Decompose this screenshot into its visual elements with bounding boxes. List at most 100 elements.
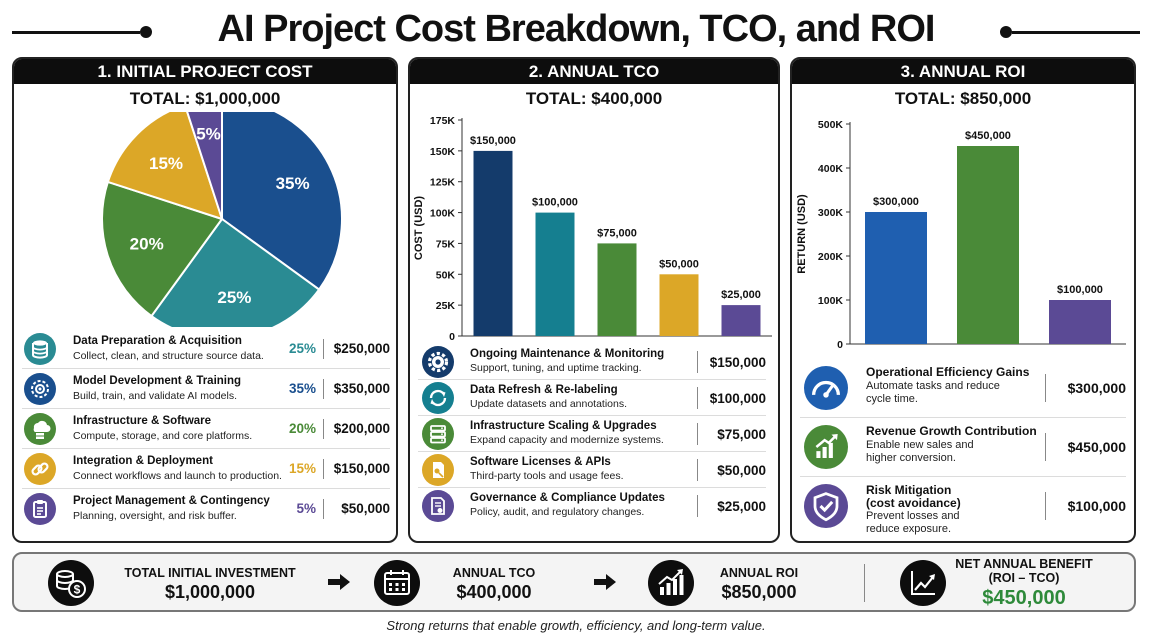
panel-header: 1. INITIAL PROJECT COST: [14, 59, 396, 84]
item-amount: $150,000: [333, 461, 390, 476]
item-description: Third-party tools and usage fees.: [470, 470, 624, 482]
panel-header: 3. ANNUAL ROI: [792, 59, 1134, 84]
panel-total: TOTAL: $400,000: [525, 89, 663, 108]
pie-slice-label: 15%: [149, 154, 183, 173]
divider: [323, 379, 324, 399]
pie-slice-label: 25%: [217, 288, 251, 307]
list-item: Data Preparation & Acquisition Collect, …: [22, 329, 390, 369]
item-name: Project Management & Contingency: [73, 495, 270, 507]
growth-chart-icon: [804, 425, 848, 469]
list-item: Operational Efficiency Gains Automate ta…: [800, 359, 1126, 418]
cloud-server-icon: [24, 413, 56, 445]
divider: [323, 419, 324, 439]
list-item: Infrastructure Scaling & Upgrades Expand…: [418, 416, 766, 452]
bar-value-label: $25,000: [721, 289, 761, 301]
initial-cost-list: Data Preparation & Acquisition Collect, …: [22, 329, 390, 529]
list-item: Integration & Deployment Connect workflo…: [22, 449, 390, 489]
brain-gear-icon: [24, 373, 56, 405]
panel-total: TOTAL: $1,000,000: [129, 89, 281, 108]
item-name: Infrastructure Scaling & Upgrades: [470, 420, 657, 432]
item-name: Ongoing Maintenance & Monitoring: [470, 348, 665, 360]
bar: [597, 243, 637, 336]
summary-net-label-line2: (ROI – TCO): [988, 571, 1060, 585]
y-tick-label: 50K: [436, 269, 456, 281]
bar-value-label: $150,000: [470, 135, 516, 147]
bar-value-label: $100,000: [532, 197, 578, 209]
coins-dollar-icon: $: [48, 560, 94, 606]
list-item: Revenue Growth Contribution Enable new s…: [800, 418, 1126, 477]
annual-tco-panel: 2. ANNUAL TCO TOTAL: $400,000 0 25K 50K 75K…: [408, 57, 780, 543]
annual-roi-panel: 3. ANNUAL ROI TOTAL: $850,000 0 100K 200K 3…: [790, 57, 1136, 543]
divider: [323, 339, 324, 359]
summary-initial-value: $1,000,000: [164, 582, 256, 602]
divider: [697, 459, 698, 481]
bar: [865, 212, 927, 344]
list-item: Governance & Compliance Updates Policy, …: [418, 488, 766, 524]
bar-value-label: $450,000: [965, 130, 1011, 142]
item-description: Prevent losses and reduce exposure.: [866, 510, 960, 535]
annual-roi-list: Operational Efficiency Gains Automate ta…: [800, 359, 1126, 536]
y-tick-label: 175K: [430, 115, 456, 127]
summary-roi-value: $850,000: [721, 582, 797, 602]
title-dot-right: [1000, 26, 1012, 38]
item-description: Automate tasks and reduce cycle time.: [866, 380, 1000, 405]
item-percent: 25%: [288, 341, 316, 356]
divider: [1045, 374, 1046, 402]
annual-tco-list: Ongoing Maintenance & Monitoring Support…: [418, 344, 766, 524]
bar: [473, 150, 513, 336]
y-tick-label: 300K: [818, 207, 844, 219]
pie-slice: [150, 217, 321, 327]
item-name: Risk Mitigation (cost avoidance): [866, 483, 961, 510]
item-description: Enable new sales and higher conversion.: [866, 439, 974, 464]
divider: [697, 495, 698, 517]
annual-tco-bar-chart: 0 25K 50K 75K 100K 125K 150K 175K COST (USD) $150…: [413, 115, 772, 343]
calendar-icon: [374, 560, 420, 606]
pie-slice-label: 20%: [130, 235, 164, 254]
list-item: Model Development & Training Build, trai…: [22, 369, 390, 409]
shield-check-icon: [804, 484, 848, 528]
pie-slice: [106, 112, 224, 221]
item-amount: $200,000: [333, 421, 390, 436]
item-name: Data Preparation & Acquisition: [73, 335, 242, 347]
initial-cost-pie-chart: 35% 25% 20% 15% 5%: [101, 112, 343, 327]
item-amount: $350,000: [333, 381, 390, 396]
item-percent: 20%: [288, 421, 316, 436]
bar-value-label: $100,000: [1057, 284, 1103, 296]
pie-slice-label: 35%: [276, 174, 310, 193]
summary-net-label-line1: NET ANNUAL BENEFIT: [955, 557, 1093, 571]
y-tick-label: 125K: [430, 177, 456, 189]
item-name: Infrastructure & Software: [73, 415, 212, 427]
divider: [1045, 433, 1046, 461]
y-tick-label: 0: [449, 331, 455, 343]
divider: [323, 459, 324, 479]
summary-tco-label: ANNUAL TCO: [452, 566, 536, 580]
item-name: Integration & Deployment: [73, 455, 213, 467]
item-amount: $25,000: [717, 499, 766, 514]
panel-header: 2. ANNUAL TCO: [410, 59, 778, 84]
item-name: Revenue Growth Contribution: [866, 424, 1037, 438]
annual-roi-bar-chart: 0 100K 200K 300K 400K 500K RETURN (USD) $300,00…: [796, 119, 1126, 351]
arrow-right-icon: [328, 574, 350, 590]
item-amount: $75,000: [717, 427, 766, 442]
list-item: Ongoing Maintenance & Monitoring Support…: [418, 344, 766, 380]
item-percent: 35%: [288, 381, 316, 396]
item-amount: $250,000: [333, 341, 390, 356]
item-percent: 15%: [288, 461, 316, 476]
y-tick-label: 25K: [436, 300, 456, 312]
y-tick-label: 150K: [430, 146, 456, 158]
y-tick-label: 200K: [818, 251, 844, 263]
divider: [697, 387, 698, 409]
y-tick-label: 0: [837, 339, 843, 351]
summary-roi-label: ANNUAL ROI: [719, 566, 799, 580]
title-rule-left: [12, 31, 140, 34]
item-name: Operational Efficiency Gains: [866, 365, 1030, 379]
trend-line-icon: [900, 560, 946, 606]
divider: [1045, 492, 1046, 520]
item-amount: $50,000: [717, 463, 766, 478]
y-axis-title: COST (USD): [413, 196, 425, 261]
summary-divider: [864, 564, 865, 602]
y-tick-label: 100K: [430, 208, 456, 220]
y-tick-label: 400K: [818, 163, 844, 175]
summary-tco-value: $400,000: [456, 582, 532, 602]
title-row: AI Project Cost Breakdown, TCO, and ROI …: [0, 4, 1152, 96]
